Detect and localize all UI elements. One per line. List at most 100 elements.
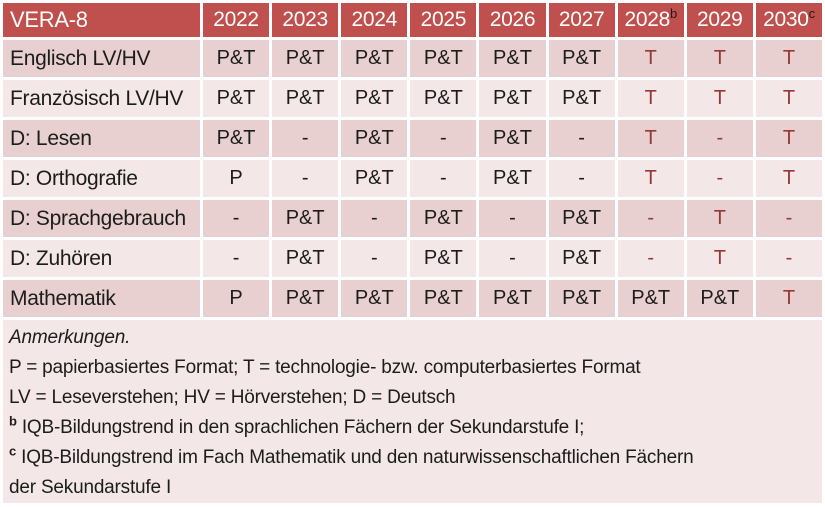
footnote-c-marker: c (9, 443, 17, 459)
table-cell: P&T (272, 280, 339, 317)
year-label: 2025 (420, 8, 467, 31)
table-cell: - (203, 240, 270, 277)
footnote-b-marker: b (9, 413, 17, 429)
row-label: D: Orthografie (3, 160, 200, 197)
table-cell: - (755, 240, 822, 277)
table-cell: P&T (479, 80, 546, 117)
table-cell: P&T (479, 280, 546, 317)
year-label: 2030 (763, 8, 809, 31)
vera8-table: VERA-8 2022 2023 2024 2025 2026 2027 202… (3, 3, 822, 317)
table-cell: P&T (272, 40, 339, 77)
table-cell: T (617, 40, 684, 77)
table-cell: T (755, 80, 822, 117)
year-label: 2023 (282, 8, 328, 31)
table-cell: P&T (410, 280, 477, 317)
column-header-2022: 2022 (203, 3, 270, 37)
row-label: Französisch LV/HV (3, 80, 200, 117)
header-row: VERA-8 2022 2023 2024 2025 2026 2027 202… (3, 3, 822, 37)
footnote-b: b IQB-Bildungstrend in den sprachlichen … (9, 413, 816, 443)
table-cell: - (272, 120, 339, 157)
table-row-d-lesen: D: Lesen P&T - P&T - P&T - T - T (3, 120, 822, 157)
column-header-2028: 2028b (617, 3, 684, 37)
row-label: Mathematik (3, 280, 200, 317)
table-cell: T (617, 80, 684, 117)
table-cell: P&T (410, 40, 477, 77)
note-abbreviations: LV = Leseverstehen; HV = Hörverstehen; D… (9, 387, 456, 408)
table-cell: P&T (341, 40, 408, 77)
table-cell: P&T (272, 80, 339, 117)
table-cell: - (686, 120, 753, 157)
table-cell: T (617, 160, 684, 197)
table-cell: P (203, 160, 270, 197)
table-cell: - (548, 120, 615, 157)
notes-section: Anmerkungen. P = papierbasiertes Format;… (3, 320, 822, 503)
year-label: 2028 (624, 8, 670, 31)
table-cell: - (479, 240, 546, 277)
table-cell: P&T (272, 200, 339, 237)
table-cell: T (755, 280, 822, 317)
table-cell: T (755, 160, 822, 197)
table-cell: P&T (686, 280, 753, 317)
table-row-d-zuhoeren: D: Zuhören - P&T - P&T - P&T - T - (3, 240, 822, 277)
table-cell: T (686, 240, 753, 277)
column-header-2023: 2023 (272, 3, 339, 37)
row-label: D: Lesen (3, 120, 200, 157)
footnote-marker-c: c (808, 6, 816, 21)
table-cell: P&T (548, 200, 615, 237)
table-cell: P&T (479, 160, 546, 197)
footnote-c: c IQB-Bildungstrend im Fach Mathematik u… (9, 443, 709, 503)
year-label: 2029 (697, 8, 743, 31)
table-cell: P&T (341, 120, 408, 157)
table-cell: - (479, 200, 546, 237)
table-cell: P&T (203, 80, 270, 117)
table-row-d-sprachgebrauch: D: Sprachgebrauch - P&T - P&T - P&T - T … (3, 200, 822, 237)
table-cell: P&T (272, 240, 339, 277)
table-cell: P&T (479, 120, 546, 157)
table-cell: - (341, 240, 408, 277)
table-cell: - (272, 160, 339, 197)
table-cell: P&T (341, 80, 408, 117)
column-header-2030: 2030c (755, 3, 822, 37)
table-cell: P&T (479, 40, 546, 77)
table-row-d-orthografie: D: Orthografie P - P&T - P&T - T - T (3, 160, 822, 197)
year-label: 2026 (489, 8, 536, 31)
column-header-2024: 2024 (341, 3, 408, 37)
footnote-marker-b: b (670, 6, 677, 21)
table-cell: P&T (203, 120, 270, 157)
table-cell: T (686, 40, 753, 77)
note-formats: P = papierbasiertes Format; T = technolo… (9, 357, 641, 378)
table-cell: - (686, 160, 753, 197)
notes-heading: Anmerkungen. (9, 327, 131, 348)
table-title: VERA-8 (3, 3, 200, 37)
table-cell: T (617, 120, 684, 157)
table-cell: - (203, 200, 270, 237)
row-label: D: Sprachgebrauch (3, 200, 200, 237)
column-header-2029: 2029 (686, 3, 753, 37)
row-label: Englisch LV/HV (3, 40, 200, 77)
table-row-franzoesisch: Französisch LV/HV P&T P&T P&T P&T P&T P&… (3, 80, 822, 117)
table-cell: - (410, 120, 477, 157)
table-row-englisch: Englisch LV/HV P&T P&T P&T P&T P&T P&T T… (3, 40, 822, 77)
year-label: 2022 (213, 8, 259, 31)
row-label: D: Zuhören (3, 240, 200, 277)
table-cell: P&T (548, 240, 615, 277)
table-cell: P&T (410, 240, 477, 277)
table-cell: - (617, 240, 684, 277)
table-cell: P&T (341, 160, 408, 197)
table-cell: - (548, 160, 615, 197)
table-cell: - (410, 160, 477, 197)
table-cell: P&T (341, 280, 408, 317)
table-cell: P&T (617, 280, 684, 317)
column-header-2027: 2027 (548, 3, 615, 37)
footnote-c-text: IQB-Bildungstrend im Fach Mathematik und… (9, 447, 694, 498)
table-cell: P&T (410, 80, 477, 117)
table-cell: T (755, 40, 822, 77)
column-header-2026: 2026 (479, 3, 546, 37)
table-cell: - (755, 200, 822, 237)
footnote-b-text: IQB-Bildungstrend in den sprachlichen Fä… (21, 417, 585, 438)
table-cell: P&T (410, 200, 477, 237)
table-cell: P&T (203, 40, 270, 77)
column-header-2025: 2025 (410, 3, 477, 37)
table-cell: P&T (548, 280, 615, 317)
